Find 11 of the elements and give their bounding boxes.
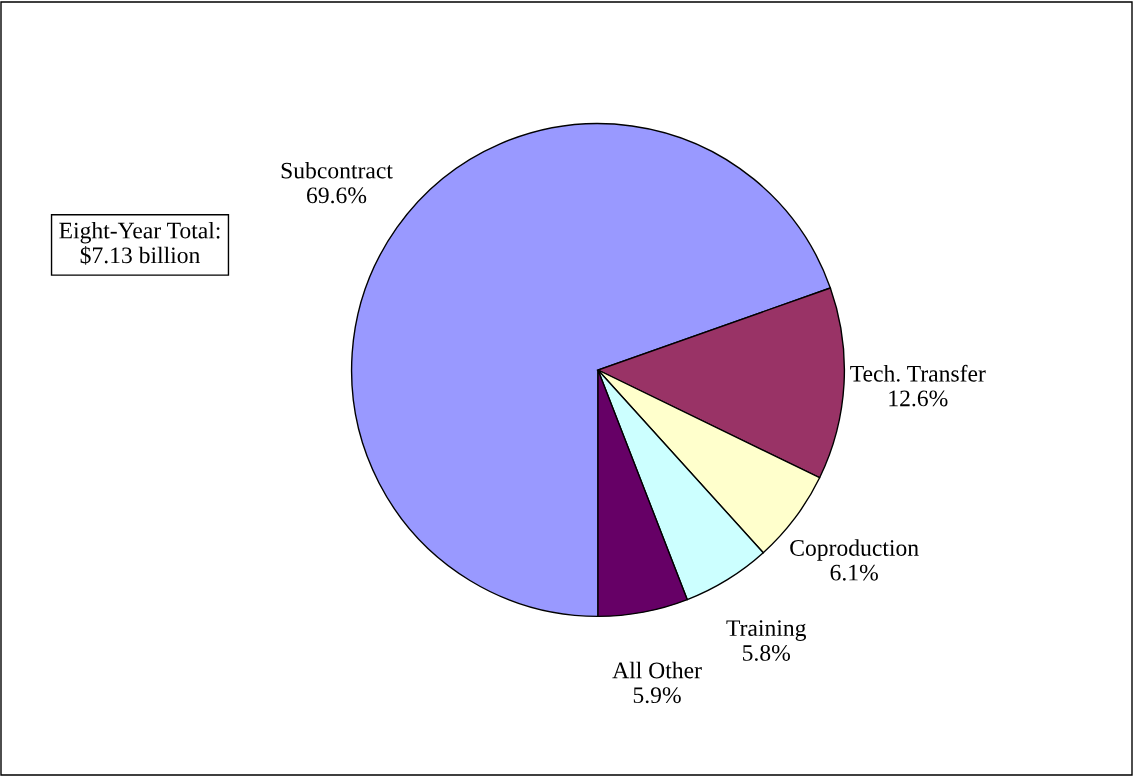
text: Eight-Year Total: $7.13 billion	[59, 221, 220, 265]
slice-label: Tech. Transfer	[850, 364, 986, 382]
data-label: 5.9%	[633, 687, 681, 704]
data-label: 5.8%	[743, 644, 791, 661]
slice-label: Coproduction	[790, 539, 919, 561]
slice-label: Training	[726, 620, 807, 641]
data-label: 12.6%	[889, 390, 948, 407]
slice-label: All Other	[612, 661, 702, 679]
data-label: 69.6%	[307, 187, 367, 204]
data-label: 6.1%	[830, 564, 878, 581]
slice-label: Subcontract	[281, 161, 393, 179]
